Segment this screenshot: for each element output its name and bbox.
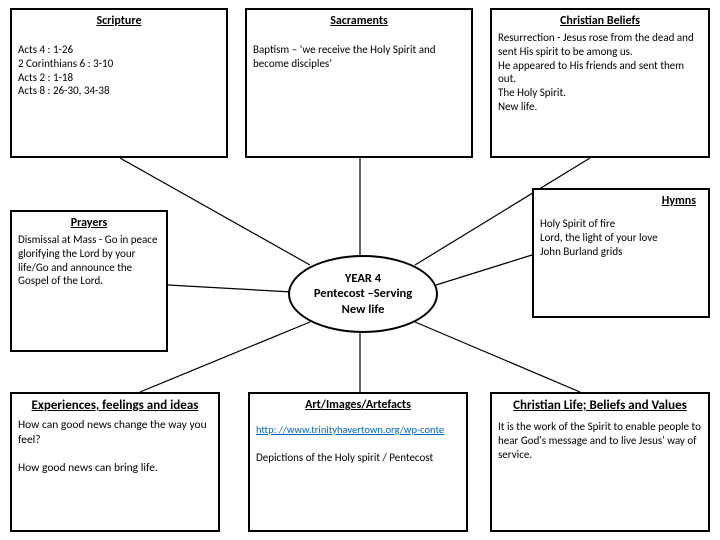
experiences-box: Experiences, feelings and ideas How can … bbox=[10, 392, 220, 532]
life-body: It is the work of the Spirit to enable p… bbox=[498, 420, 702, 461]
sacraments-box: Sacraments Baptism – ‘we receive the Hol… bbox=[245, 8, 473, 158]
beliefs-box: Christian Beliefs Resurrection - Jesus r… bbox=[490, 8, 710, 158]
scripture-box: Scripture Acts 4 : 1-262 Corinthians 6 :… bbox=[10, 8, 228, 158]
prayers-box: Prayers Dismissal at Mass - Go in peace … bbox=[10, 210, 168, 352]
experiences-title: Experiences, feelings and ideas bbox=[18, 398, 212, 414]
sacraments-title: Sacraments bbox=[253, 14, 465, 29]
experiences-q1: How can good news change the way you fee… bbox=[18, 418, 212, 447]
art-box: Art/Images/Artefacts http: //www.trinity… bbox=[248, 392, 468, 532]
hymns-body: Holy Spirit of fireLord, the light of yo… bbox=[540, 217, 702, 258]
prayers-title: Prayers bbox=[18, 216, 160, 231]
beliefs-title: Christian Beliefs bbox=[498, 14, 702, 29]
prayers-body: Dismissal at Mass - Go in peace glorifyi… bbox=[18, 233, 160, 288]
center-line1: YEAR 4 bbox=[345, 271, 381, 287]
experiences-q2: How good news can bring life. bbox=[18, 461, 212, 475]
beliefs-body: Resurrection - Jesus rose from the dead … bbox=[498, 31, 702, 114]
art-body2: Depictions of the Holy spirit / Pentecos… bbox=[256, 451, 460, 465]
hymns-title: Hymns bbox=[540, 194, 696, 209]
center-oval: YEAR 4 Pentecost –Serving New life bbox=[288, 255, 438, 333]
scripture-body: Acts 4 : 1-262 Corinthians 6 : 3-10Acts … bbox=[18, 43, 220, 98]
center-line3: New life bbox=[342, 302, 385, 318]
life-box: Christian Life; Beliefs and Values It is… bbox=[490, 392, 710, 532]
hymns-box: Hymns Holy Spirit of fireLord, the light… bbox=[532, 188, 710, 318]
scripture-title: Scripture bbox=[18, 14, 220, 29]
life-title: Christian Life; Beliefs and Values bbox=[498, 398, 702, 414]
art-link[interactable]: http: //www.trinityhavertown.org/wp-cont… bbox=[256, 423, 444, 436]
art-title: Art/Images/Artefacts bbox=[256, 398, 460, 413]
center-line2: Pentecost –Serving bbox=[314, 286, 412, 302]
sacraments-body: Baptism – ‘we receive the Holy Spirit an… bbox=[253, 43, 465, 71]
